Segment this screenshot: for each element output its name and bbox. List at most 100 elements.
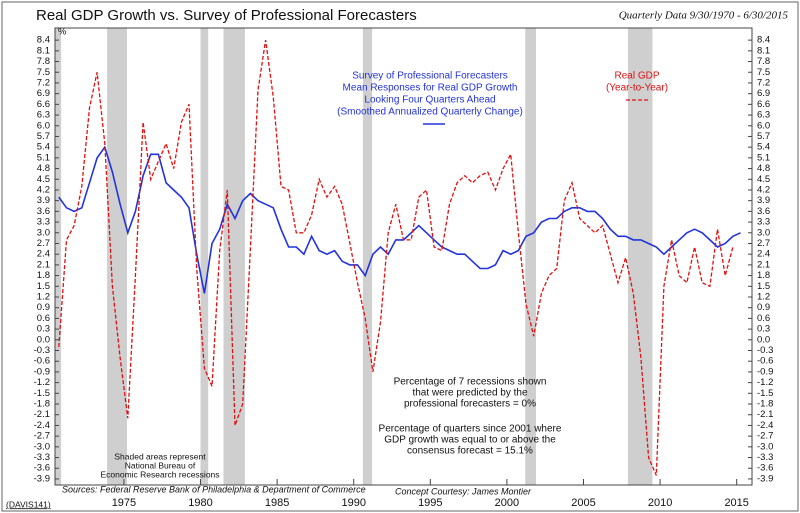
y-tick-label: 6.3 — [37, 110, 50, 121]
y-tick-label: -1.2 — [757, 377, 773, 388]
recession-band — [627, 28, 653, 485]
series-line — [58, 145, 741, 294]
y-tick-label: 1.5 — [37, 281, 50, 292]
y-tick-label: 7.2 — [37, 77, 50, 88]
y-tick-label: 3.3 — [37, 217, 50, 228]
y-tick-label: -2.7 — [34, 431, 50, 442]
y-tick-label: 3.9 — [37, 195, 50, 206]
y-tick-label: -2.4 — [34, 420, 50, 431]
y-tick-label: 6.6 — [757, 99, 770, 110]
y-tick-label: 0.6 — [37, 313, 50, 324]
recession-band — [200, 28, 209, 485]
y-tick-label: 2.1 — [757, 259, 770, 270]
y-tick-label: 6.6 — [37, 99, 50, 110]
y-tick-label: 8.4 — [37, 35, 50, 46]
y-tick-label: 2.4 — [37, 249, 50, 260]
y-tick-label: 3.3 — [757, 217, 770, 228]
y-tick-label: 3.6 — [37, 206, 50, 217]
y-tick-label: -3.9 — [34, 473, 50, 484]
y-tick-label: -0.9 — [757, 366, 773, 377]
y-unit: % — [58, 27, 67, 38]
y-tick-label: 4.5 — [37, 174, 50, 185]
y-tick-label: 5.1 — [37, 152, 50, 163]
recession-band — [107, 28, 127, 485]
legend-label: Survey of Professional Forecasters — [352, 71, 508, 82]
y-tick-label: -3.9 — [757, 473, 773, 484]
x-tick-label: 2005 — [571, 497, 595, 509]
y-tick-label: -3.0 — [757, 441, 773, 452]
y-tick-label: 8.1 — [37, 45, 50, 56]
x-tick-label: 1975 — [112, 497, 136, 509]
y-tick-label: 6.0 — [757, 120, 770, 131]
y-tick-label: -1.5 — [757, 388, 773, 399]
annotation: (Year-to-Year) — [606, 83, 668, 94]
y-tick-label: 5.7 — [37, 131, 50, 142]
y-tick-label: 0.9 — [37, 302, 50, 313]
recession-band — [55, 28, 62, 485]
y-tick-label: -3.3 — [34, 452, 50, 463]
recession-band — [362, 28, 373, 485]
y-tick-label: -0.3 — [757, 345, 773, 356]
y-tick-label: -2.1 — [34, 409, 50, 420]
annotation: that were predicted by the — [412, 388, 528, 399]
y-tick-label: 5.7 — [757, 131, 770, 142]
y-tick-label: 1.2 — [757, 292, 770, 303]
y-tick-label: 1.8 — [757, 270, 770, 281]
y-tick-label: 5.4 — [757, 142, 770, 153]
y-tick-label: 1.5 — [757, 281, 770, 292]
y-tick-label: -0.6 — [34, 356, 50, 367]
annotation: Percentage of quarters since 2001 where — [379, 424, 562, 435]
y-tick-label: -3.6 — [34, 463, 50, 474]
y-tick-label: 0.0 — [757, 334, 770, 345]
y-tick-label: -0.3 — [34, 345, 50, 356]
y-tick-label: 0.3 — [757, 324, 770, 335]
y-tick-label: 0.6 — [757, 313, 770, 324]
y-tick-label: 3.0 — [37, 227, 50, 238]
credit: Concept Courtesy: James Montier — [395, 486, 532, 496]
y-tick-label: 5.1 — [757, 152, 770, 163]
y-tick-label: -1.8 — [757, 399, 773, 410]
y-tick-label: 7.5 — [757, 67, 770, 78]
y-tick-label: 2.1 — [37, 259, 50, 270]
plot-frame — [54, 27, 753, 486]
chart-subtitle: Quarterly Data 9/30/1970 - 6/30/2015 — [619, 10, 789, 22]
chart-title: Real GDP Growth vs. Survey of Profession… — [36, 7, 417, 24]
y-tick-label: 0.3 — [37, 324, 50, 335]
y-tick-label: 3.0 — [757, 227, 770, 238]
legend-label: Real GDP — [614, 71, 659, 82]
series-line — [58, 40, 734, 476]
y-tick-label: 2.7 — [37, 238, 50, 249]
y-tick-label: 8.1 — [757, 45, 770, 56]
y-tick-label: 3.6 — [757, 206, 770, 217]
annotation: Percentage of 7 recessions shown — [394, 377, 547, 388]
y-tick-label: -3.6 — [757, 463, 773, 474]
annotation: Looking Four Quarters Ahead — [364, 95, 495, 106]
x-tick-label: 2015 — [724, 497, 748, 509]
y-tick-label: 6.3 — [757, 110, 770, 121]
y-tick-label: 7.2 — [757, 77, 770, 88]
x-tick-label: 1995 — [418, 497, 442, 509]
chart-code: (DAVIS141) — [6, 499, 51, 509]
y-tick-label: -2.4 — [757, 420, 773, 431]
x-tick-label: 2010 — [648, 497, 672, 509]
sources: Sources: Federal Reserve Bank of Philade… — [62, 484, 366, 494]
y-tick-label: -1.8 — [34, 399, 50, 410]
annotation: Mean Responses for Real GDP Growth — [343, 83, 518, 94]
y-tick-label: 2.7 — [757, 238, 770, 249]
y-tick-label: -1.2 — [34, 377, 50, 388]
y-tick-label: 4.8 — [37, 163, 50, 174]
y-tick-label: -2.7 — [757, 431, 773, 442]
y-tick-label: -2.1 — [757, 409, 773, 420]
annotation: consensus forecast = 15.1% — [407, 446, 533, 457]
recession-band — [525, 28, 537, 485]
y-tick-label: 4.8 — [757, 163, 770, 174]
y-tick-label: -1.5 — [34, 388, 50, 399]
annotation: National Bureau of — [125, 460, 196, 470]
y-tick-label: 8.4 — [757, 35, 770, 46]
y-tick-label: 1.8 — [37, 270, 50, 281]
y-tick-label: 4.2 — [757, 184, 770, 195]
x-tick-label: 1985 — [265, 497, 289, 509]
annotation: (Smoothed Annualized Quarterly Change) — [337, 107, 523, 118]
